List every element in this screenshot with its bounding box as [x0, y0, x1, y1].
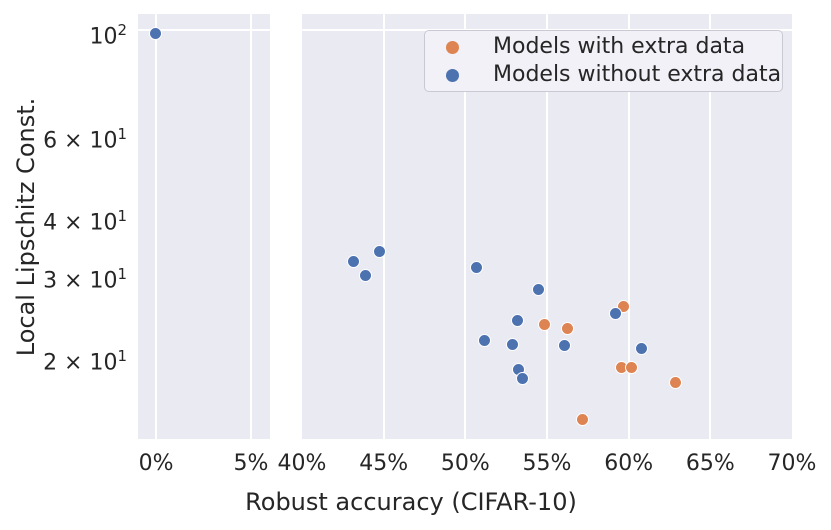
x-tick-label: 5%	[233, 451, 269, 476]
x-tick-label: 40%	[277, 451, 327, 476]
point-models-without-extra-data	[608, 306, 622, 320]
y-tick-label: 6 × 101	[43, 124, 127, 153]
point-models-without-extra-data	[531, 283, 545, 297]
point-models-without-extra-data	[358, 268, 372, 282]
x-tick-label: 0%	[138, 451, 174, 476]
x-gridline	[546, 14, 548, 439]
legend-item-without-extra-data: Models without extra data	[446, 63, 782, 87]
x-gridline	[709, 14, 712, 439]
x-tick-label: 70%	[767, 451, 817, 476]
x-tick-label: 60%	[604, 451, 654, 476]
x-tick-label: 55%	[522, 451, 572, 476]
point-models-with-extra-data	[624, 360, 638, 374]
y-tick-label: 102	[89, 21, 127, 50]
y-tick-label: 2 × 101	[43, 347, 127, 376]
point-models-without-extra-data	[373, 244, 387, 258]
point-models-with-extra-data	[669, 376, 683, 390]
point-models-without-extra-data	[149, 27, 163, 41]
x-axis-label: Robust accuracy (CIFAR-10)	[245, 488, 577, 516]
legend-marker-blue	[446, 68, 459, 82]
legend-label: Models with extra data	[493, 34, 746, 59]
point-models-without-extra-data	[634, 342, 648, 356]
y-tick-label: 3 × 101	[43, 265, 127, 294]
point-models-without-extra-data	[515, 371, 529, 385]
point-models-without-extra-data	[505, 337, 519, 351]
point-models-with-extra-data	[575, 413, 589, 427]
left-panel	[138, 14, 270, 439]
x-gridline	[464, 14, 467, 439]
point-models-without-extra-data	[347, 254, 361, 268]
point-models-with-extra-data	[561, 321, 575, 335]
point-models-without-extra-data	[469, 261, 483, 275]
legend-item-with-extra-data: Models with extra data	[446, 35, 782, 59]
x-gridline	[627, 14, 630, 439]
point-models-without-extra-data	[477, 333, 491, 347]
x-gridline	[250, 14, 252, 439]
x-tick-label: 65%	[685, 451, 735, 476]
legend: Models with extra data Models without ex…	[424, 30, 783, 92]
legend-marker-orange	[446, 40, 459, 54]
point-models-without-extra-data	[510, 314, 524, 328]
y-gridline	[138, 29, 270, 32]
y-tick-label: 4 × 101	[43, 206, 127, 236]
x-gridline	[382, 14, 385, 439]
point-models-without-extra-data	[557, 339, 571, 353]
x-tick-label: 45%	[359, 451, 409, 476]
legend-label: Models without extra data	[493, 62, 782, 87]
x-gridline	[155, 14, 158, 439]
point-models-with-extra-data	[538, 317, 552, 331]
x-tick-label: 50%	[440, 451, 490, 476]
